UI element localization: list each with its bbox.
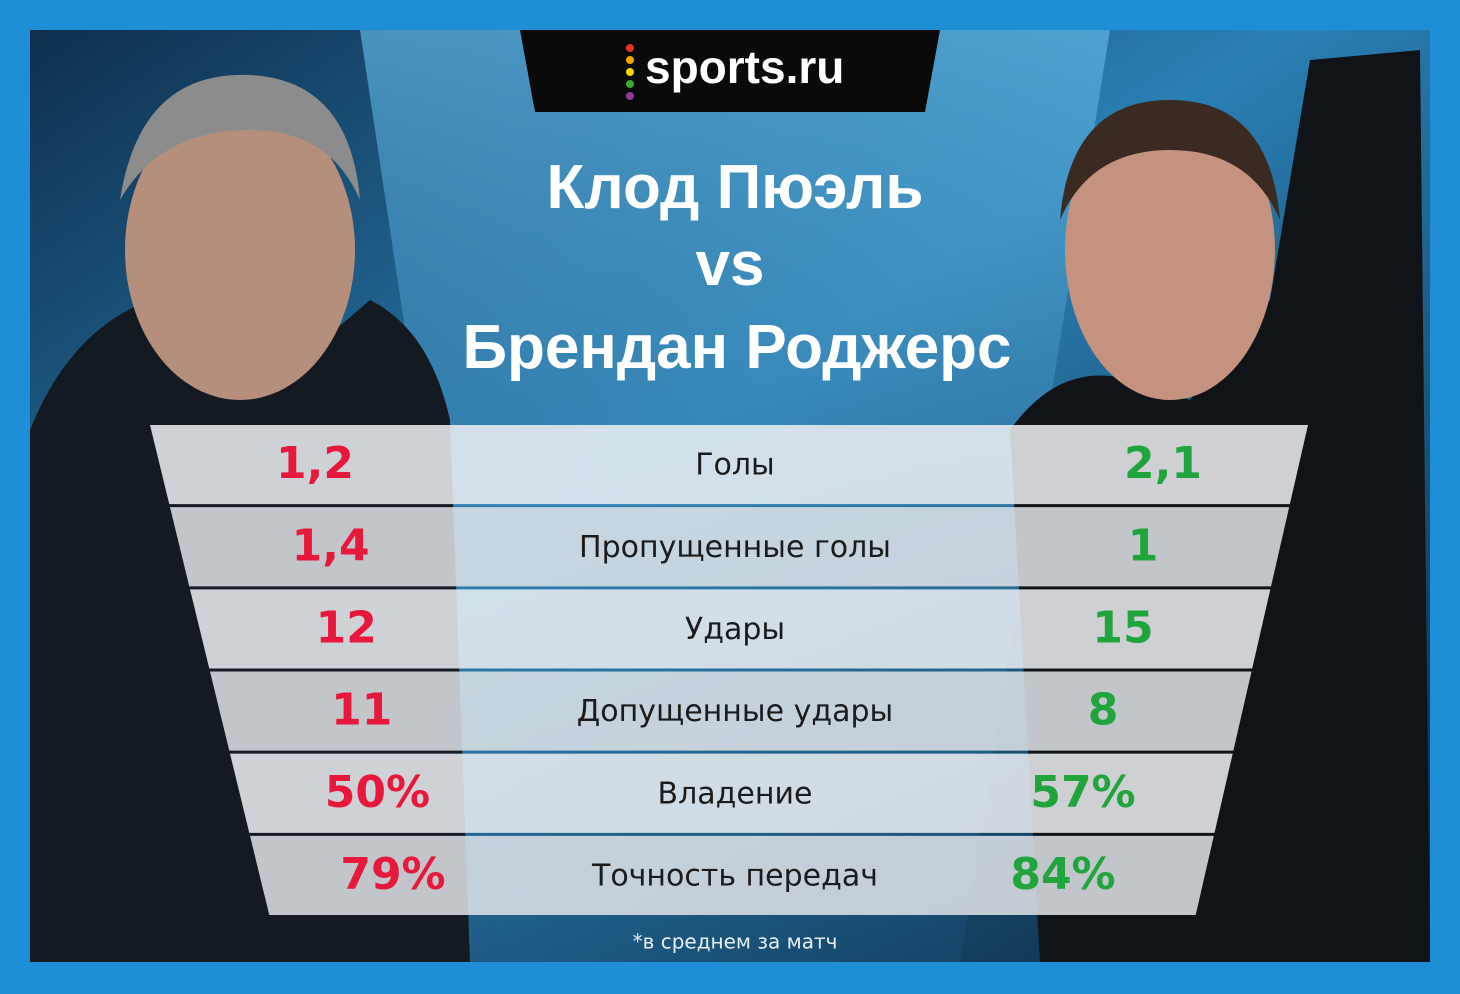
logo-box bbox=[520, 30, 940, 112]
title-vs: vs bbox=[696, 230, 765, 299]
left-value: 1,4 bbox=[292, 520, 370, 571]
stat-label: Точность передач bbox=[591, 858, 878, 893]
right-value: 84% bbox=[1010, 849, 1115, 900]
right-value: 15 bbox=[1092, 602, 1153, 653]
left-value: 79% bbox=[340, 849, 445, 900]
stat-label: Допущенные удары bbox=[577, 694, 893, 729]
stat-label: Удары bbox=[685, 612, 785, 647]
logo-dots bbox=[626, 44, 634, 100]
left-value: 50% bbox=[325, 767, 430, 818]
table-row bbox=[210, 671, 1252, 751]
table-row bbox=[190, 589, 1271, 669]
right-value: 57% bbox=[1030, 767, 1135, 818]
right-value: 2,1 bbox=[1124, 438, 1202, 489]
stat-label: Пропущенные голы bbox=[579, 530, 891, 565]
left-value: 11 bbox=[331, 685, 392, 736]
title-line2: Брендан Роджерс bbox=[462, 313, 1011, 382]
stat-label: Владение bbox=[658, 776, 813, 811]
logo: sports.ru bbox=[645, 41, 844, 93]
table-row bbox=[250, 835, 1214, 915]
stat-label: Голы bbox=[695, 448, 775, 483]
footnote: *в среднем за матч bbox=[633, 930, 838, 954]
stats-table: 1,2 Голы 2,1 1,4 Пропущенные голы 1 12 Удары 15 1… bbox=[150, 425, 1308, 915]
table-row bbox=[170, 507, 1290, 587]
right-value: 8 bbox=[1088, 685, 1119, 736]
left-value: 12 bbox=[316, 602, 377, 653]
left-value: 1,2 bbox=[276, 438, 354, 489]
title-line1: Клод Пюэль bbox=[547, 153, 924, 222]
table-row bbox=[150, 425, 1308, 505]
right-value: 1 bbox=[1128, 520, 1159, 571]
table-row bbox=[230, 753, 1233, 833]
